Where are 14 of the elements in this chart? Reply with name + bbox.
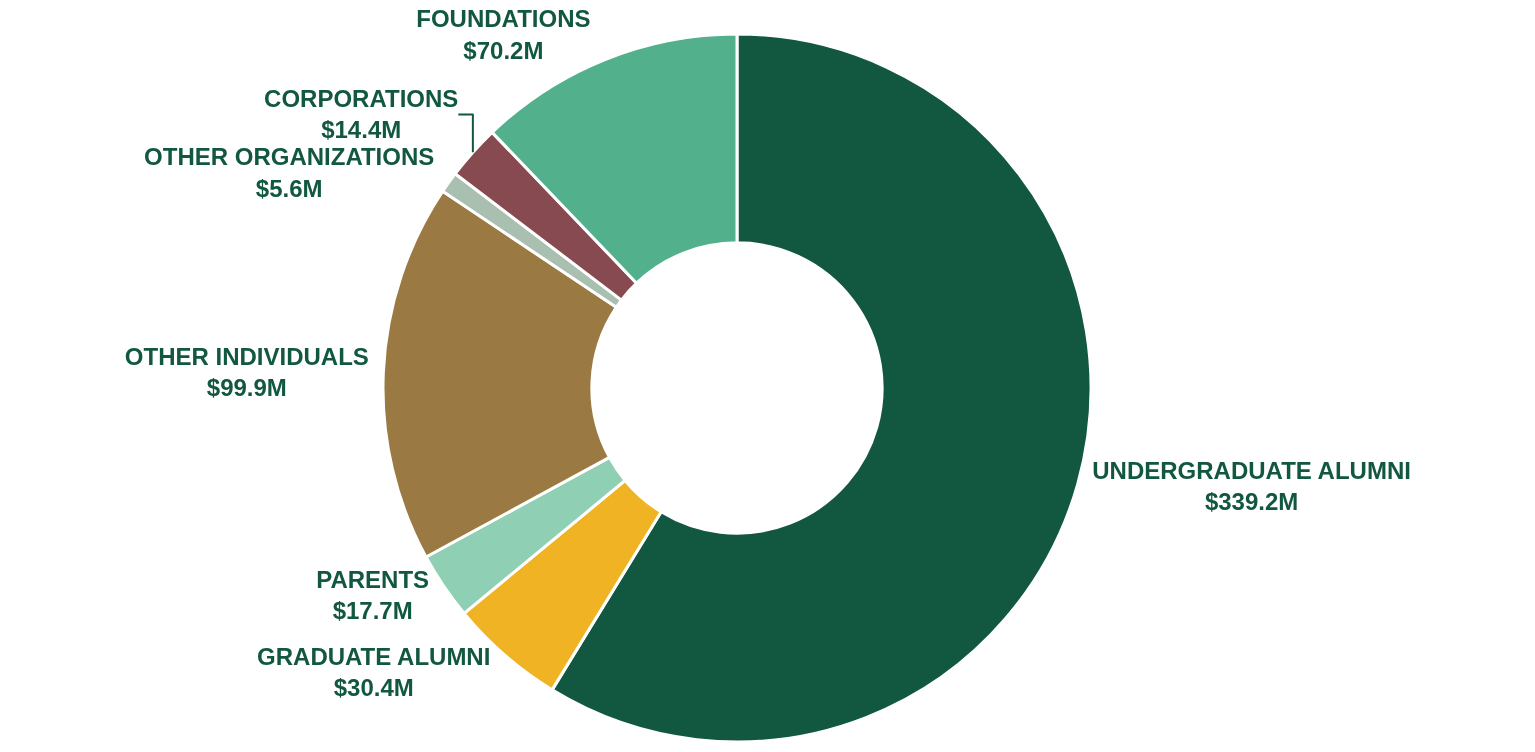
slice-label: OTHER ORGANIZATIONS: [144, 143, 435, 171]
data-label: $17.7M: [332, 597, 413, 625]
data-label: $339.2M: [1204, 488, 1299, 516]
data-label: $99.9M: [206, 373, 287, 401]
slice-label: GRADUATE ALUMNI: [257, 642, 491, 670]
slice-label: CORPORATIONS: [264, 85, 459, 113]
slice-label: OTHER INDIVIDUALS: [124, 342, 369, 370]
data-label: $5.6M: [255, 174, 323, 202]
data-label: $70.2M: [463, 36, 544, 64]
slice-label: PARENTS: [316, 566, 430, 594]
data-label: $30.4M: [333, 674, 414, 702]
slice-label: UNDERGRADUATE ALUMNI: [1092, 457, 1411, 485]
data-label: $14.4M: [321, 116, 402, 144]
slice-label: FOUNDATIONS: [416, 5, 591, 33]
